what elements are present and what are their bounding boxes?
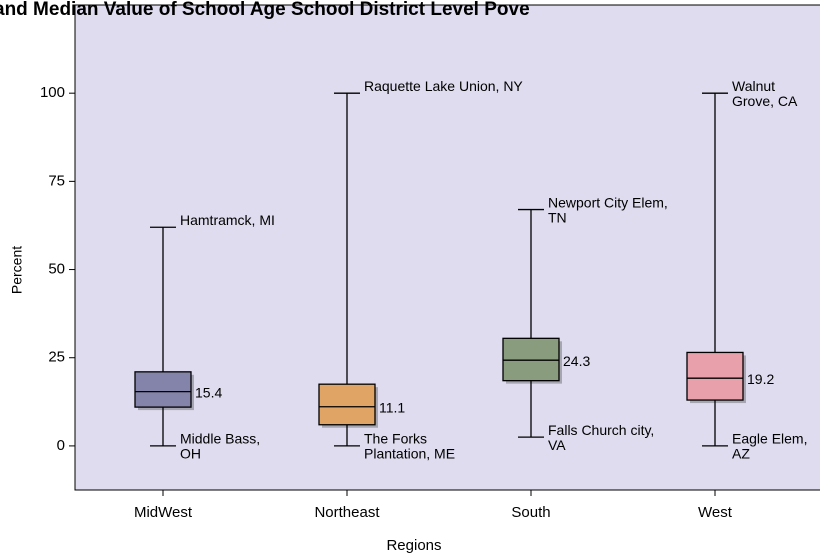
max-annotation: Raquette Lake Union, NY xyxy=(364,78,523,94)
box xyxy=(318,383,376,426)
x-tick-label: West xyxy=(698,504,733,521)
min-annotation: OH xyxy=(180,446,201,462)
min-annotation: The Forks xyxy=(364,431,427,447)
chart-title: and Median Value of School Age School Di… xyxy=(0,0,530,20)
max-annotation: Newport City Elem, xyxy=(548,194,668,210)
x-tick-label: Northeast xyxy=(314,504,380,521)
y-tick-label: 50 xyxy=(48,261,65,278)
max-annotation: Hamtramck, MI xyxy=(180,212,275,228)
min-annotation: VA xyxy=(548,437,566,453)
plot-area xyxy=(74,4,820,491)
min-annotation: Eagle Elem, xyxy=(732,431,807,447)
box xyxy=(134,371,192,408)
min-annotation: Middle Bass, xyxy=(180,431,260,447)
max-annotation: Walnut xyxy=(732,78,775,94)
x-axis-label: Regions xyxy=(386,537,441,554)
y-tick-label: 25 xyxy=(48,349,65,366)
box xyxy=(686,351,744,401)
min-annotation: Plantation, ME xyxy=(364,446,455,462)
median-label: 24.3 xyxy=(563,353,590,369)
x-tick-label: South xyxy=(511,504,550,521)
x-tick-label: MidWest xyxy=(134,504,193,521)
y-tick-label: 100 xyxy=(40,84,65,101)
min-annotation: Falls Church city, xyxy=(548,422,654,438)
y-tick-label: 0 xyxy=(57,437,65,454)
median-label: 11.1 xyxy=(379,399,405,415)
box xyxy=(502,337,560,382)
median-label: 19.2 xyxy=(747,371,774,387)
max-annotation: TN xyxy=(548,209,567,225)
y-axis-label: Percent xyxy=(9,246,25,294)
min-annotation: AZ xyxy=(732,446,750,462)
median-label: 15.4 xyxy=(195,384,222,400)
max-annotation: Grove, CA xyxy=(732,93,798,109)
y-tick-label: 75 xyxy=(48,172,65,189)
